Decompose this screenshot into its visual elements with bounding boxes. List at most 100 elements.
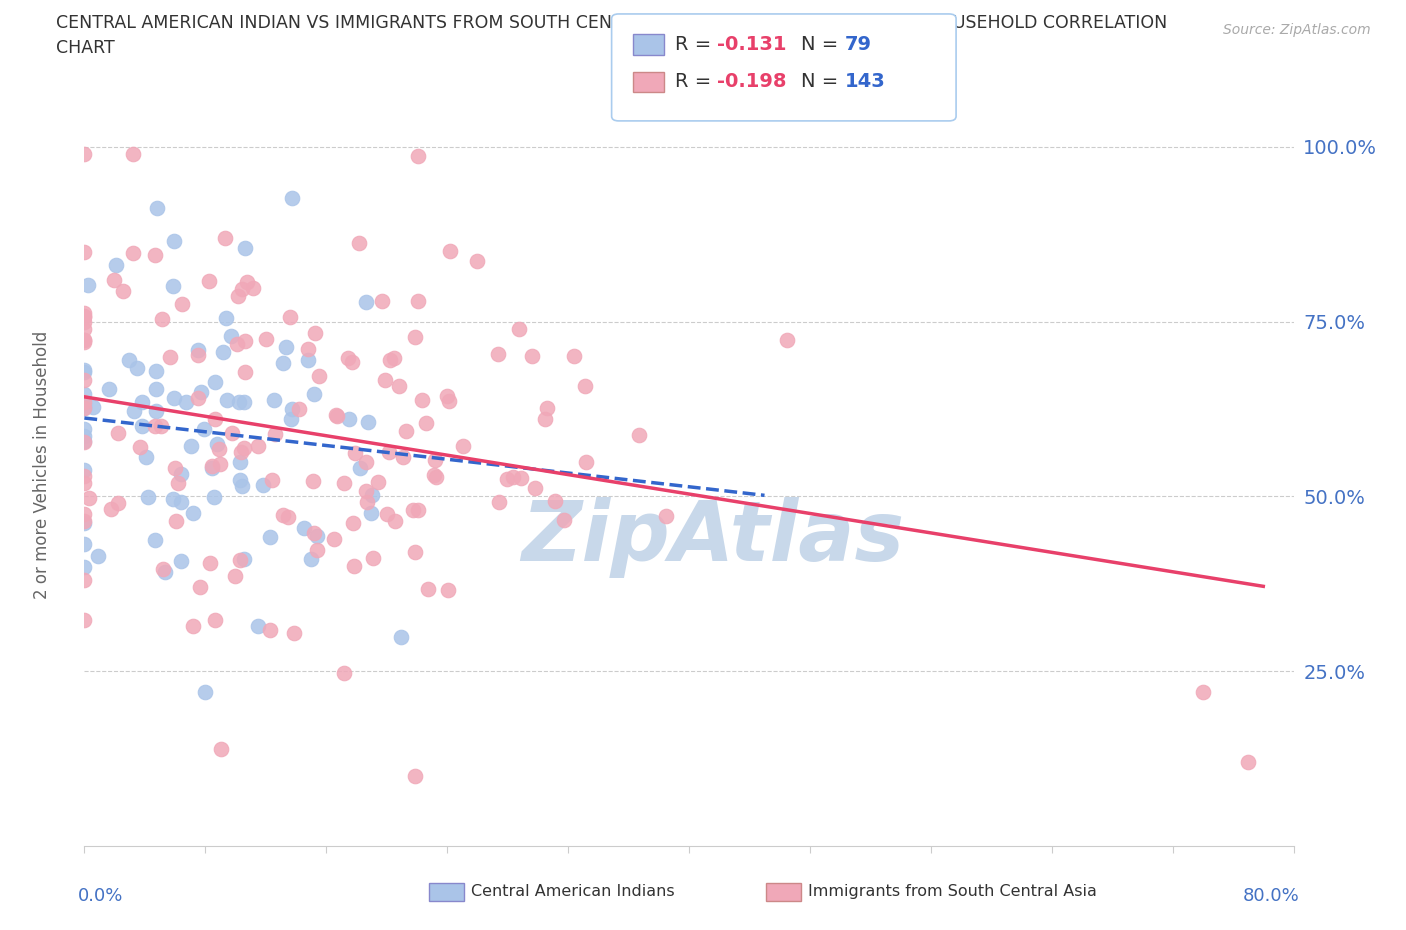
Point bbox=[361, 488, 384, 503]
Point bbox=[122, 404, 145, 418]
Point bbox=[228, 394, 250, 409]
Point bbox=[496, 472, 519, 486]
Point bbox=[378, 445, 401, 459]
Point bbox=[118, 352, 141, 367]
Point bbox=[136, 490, 159, 505]
Point bbox=[356, 295, 378, 310]
Point bbox=[145, 404, 167, 418]
Point bbox=[776, 333, 799, 348]
Point bbox=[229, 552, 252, 567]
Point bbox=[259, 622, 281, 637]
Point bbox=[169, 466, 191, 481]
Point bbox=[231, 478, 253, 493]
Point bbox=[451, 438, 474, 453]
Point bbox=[170, 297, 193, 312]
Point bbox=[356, 495, 378, 510]
Point bbox=[508, 322, 530, 337]
Point bbox=[524, 481, 547, 496]
Point bbox=[73, 429, 96, 444]
Point bbox=[181, 618, 204, 633]
Text: CHART: CHART bbox=[56, 39, 115, 57]
Point bbox=[226, 288, 249, 303]
Point bbox=[437, 582, 460, 597]
Point bbox=[395, 424, 418, 439]
Point bbox=[406, 294, 429, 309]
Point bbox=[201, 460, 224, 475]
Point bbox=[367, 474, 389, 489]
Point bbox=[149, 418, 172, 433]
Point bbox=[82, 400, 104, 415]
Point bbox=[73, 560, 96, 575]
Point bbox=[349, 460, 371, 475]
Point bbox=[301, 552, 323, 567]
Point bbox=[271, 508, 294, 523]
Point bbox=[122, 146, 145, 161]
Point bbox=[544, 494, 567, 509]
Point bbox=[87, 548, 110, 563]
Point bbox=[73, 387, 96, 402]
Point bbox=[73, 335, 96, 350]
Point bbox=[281, 401, 304, 416]
Point bbox=[73, 573, 96, 588]
Point bbox=[145, 200, 167, 215]
Point bbox=[73, 310, 96, 325]
Point bbox=[627, 428, 650, 443]
Point bbox=[187, 391, 209, 405]
Point bbox=[375, 507, 398, 522]
Point bbox=[98, 382, 121, 397]
Point bbox=[357, 415, 380, 430]
Text: Central American Indians: Central American Indians bbox=[471, 884, 675, 899]
Point bbox=[73, 422, 96, 437]
Point bbox=[181, 506, 204, 521]
Point bbox=[246, 618, 269, 633]
Point bbox=[221, 425, 243, 440]
Point bbox=[263, 392, 285, 407]
Point bbox=[73, 513, 96, 528]
Point bbox=[73, 469, 96, 484]
Point bbox=[425, 470, 447, 485]
Point bbox=[103, 272, 125, 287]
Point bbox=[73, 309, 96, 324]
Point bbox=[283, 625, 305, 640]
Point bbox=[333, 475, 356, 490]
Point bbox=[73, 394, 96, 409]
Point bbox=[150, 312, 173, 326]
Point bbox=[297, 352, 319, 367]
Point bbox=[553, 513, 575, 528]
Point bbox=[302, 473, 325, 488]
Point bbox=[406, 502, 429, 517]
Point bbox=[361, 551, 384, 565]
Point bbox=[232, 395, 254, 410]
Text: N =: N = bbox=[801, 35, 845, 54]
Point bbox=[174, 394, 197, 409]
Text: 2 or more Vehicles in Household: 2 or more Vehicles in Household bbox=[34, 331, 51, 599]
Point bbox=[73, 434, 96, 449]
Point bbox=[219, 328, 242, 343]
Point bbox=[107, 426, 129, 441]
Point bbox=[143, 418, 166, 433]
Point bbox=[198, 556, 221, 571]
Point bbox=[73, 305, 96, 320]
Point bbox=[229, 455, 252, 470]
Point bbox=[214, 231, 236, 246]
Point bbox=[73, 363, 96, 378]
Point bbox=[73, 476, 96, 491]
Point bbox=[190, 385, 212, 400]
Point bbox=[280, 412, 302, 427]
Point bbox=[145, 381, 167, 396]
Point bbox=[73, 401, 96, 416]
Text: CENTRAL AMERICAN INDIAN VS IMMIGRANTS FROM SOUTH CENTRAL ASIA 2 OR MORE VEHICLES: CENTRAL AMERICAN INDIAN VS IMMIGRANTS FR… bbox=[56, 14, 1167, 32]
Point bbox=[107, 496, 129, 511]
Point bbox=[374, 372, 396, 387]
Point bbox=[77, 491, 100, 506]
Point bbox=[73, 314, 96, 329]
Point bbox=[204, 374, 226, 389]
Point bbox=[198, 273, 221, 288]
Point bbox=[73, 612, 96, 627]
Point bbox=[188, 579, 211, 594]
Point bbox=[264, 427, 287, 442]
Point bbox=[153, 565, 176, 579]
Point bbox=[131, 394, 153, 409]
Point bbox=[302, 525, 325, 540]
Point bbox=[204, 411, 226, 426]
